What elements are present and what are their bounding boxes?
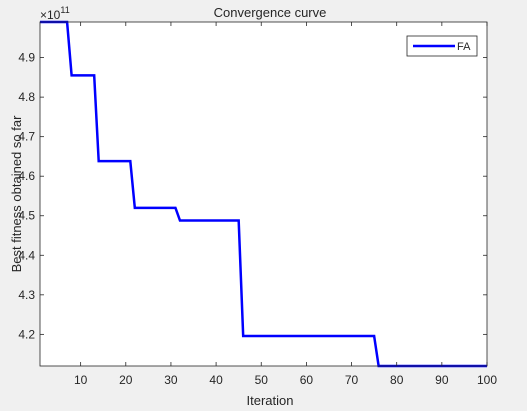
y-tick-label: 4.6 xyxy=(18,169,35,183)
y-tick-label: 4.5 xyxy=(18,209,35,223)
x-tick-label: 100 xyxy=(477,373,497,387)
series-line-fa xyxy=(40,20,487,368)
x-tick-label: 20 xyxy=(119,373,133,387)
y-tick-label: 4.8 xyxy=(18,90,35,104)
x-tick-label: 80 xyxy=(390,373,404,387)
y-axis-label: Best fitness obtained so far xyxy=(9,115,24,272)
plot-frame xyxy=(39,21,488,367)
x-tick-label: 90 xyxy=(435,373,449,387)
x-axis: 10 20 30 40 50 60 70 80 90 100 xyxy=(74,22,497,387)
exponent-base: ×10 xyxy=(40,8,61,22)
x-tick-label: 50 xyxy=(255,373,269,387)
y-axis-exponent: ×1011 xyxy=(40,5,70,22)
y-tick-label: 4.2 xyxy=(18,327,35,341)
y-axis: 4.2 4.3 4.4 4.5 4.6 4.7 4.8 4.9 xyxy=(18,51,487,341)
series-layer xyxy=(40,20,487,368)
x-tick-label: 30 xyxy=(164,373,178,387)
x-tick-label: 40 xyxy=(209,373,223,387)
x-tick-label: 10 xyxy=(74,373,88,387)
chart-title: Convergence curve xyxy=(214,5,327,20)
plot-area xyxy=(40,22,487,366)
y-tick-label: 4.9 xyxy=(18,51,35,65)
x-tick-label: 70 xyxy=(345,373,359,387)
legend-label-fa: FA xyxy=(457,41,471,53)
legend: FA xyxy=(406,35,478,57)
y-tick-label: 4.7 xyxy=(18,130,35,144)
y-tick-label: 4.3 xyxy=(18,288,35,302)
y-tick-label: 4.4 xyxy=(18,248,35,262)
exponent-power: 11 xyxy=(60,5,69,15)
x-tick-label: 60 xyxy=(300,373,314,387)
x-axis-label: Iteration xyxy=(247,393,294,408)
